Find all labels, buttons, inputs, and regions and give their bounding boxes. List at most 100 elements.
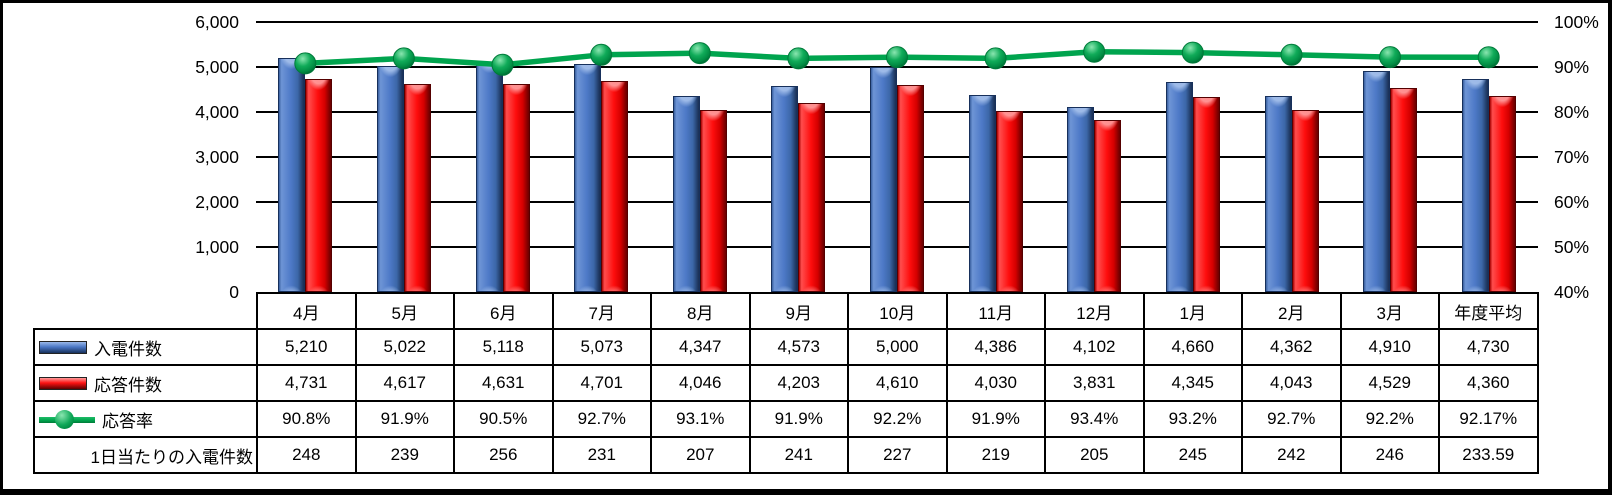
answer-rate-marker-1月 [1181,41,1204,64]
month-header-3月: 3月 [1339,292,1440,330]
answer-rate-marker-年度平均 [1477,46,1500,69]
cell-応答件数-5月: 4,617 [354,364,455,402]
month-header-2月: 2月 [1241,292,1342,330]
right-axis-tick-60%: 60% [1554,192,1590,212]
cell-応答率-11月: 91.9% [945,400,1046,438]
month-header-11月: 11月 [945,292,1046,330]
answer-rate-marker-6月 [491,53,514,76]
bar-incoming-9月 [771,86,799,292]
table-row: 入電件数 5,210 5,022 5,118 5,073 4,347 4,573 5,000 4… [33,328,1539,366]
cell-応答件数-10月: 4,610 [847,364,948,402]
left-axis-tick-6,000: 6,000 [195,12,239,32]
cell-応答件数-2月: 4,043 [1241,364,1342,402]
right-axis-tick-40%: 40% [1554,282,1590,302]
answer-rate-marker-3月 [1379,46,1402,69]
cell-応答率-7月: 92.7% [551,400,652,438]
table-corner-empty [34,293,258,330]
series-label: 1日当たりの入電件数 [33,436,258,474]
bar-incoming-3月 [1363,71,1391,292]
cell-応答率-3月: 92.2% [1339,400,1440,438]
cell-応答件数-年度平均: 4,360 [1438,364,1539,402]
answer-rate-marker-8月 [688,42,711,65]
bar-answered-5月 [403,84,431,292]
month-header-7月: 7月 [551,292,652,330]
cell-応答率-8月: 93.1% [650,400,751,438]
cell-応答率-12月: 93.4% [1044,400,1145,438]
left-axis-tick-2,000: 2,000 [195,192,239,212]
month-header-8月: 8月 [650,292,751,330]
cell-1日当たりの入電件数-7月: 231 [551,436,652,474]
right-axis-tick-50%: 50% [1554,237,1590,257]
bar-answered-10月 [897,84,924,292]
series-label: 入電件数 [94,339,162,359]
cell-応答件数-7月: 4,701 [551,364,652,402]
legend-swatch-rate-line [39,409,95,429]
line-marker-dot [55,409,74,429]
cell-1日当たりの入電件数-11月: 219 [945,436,1046,474]
left-axis-tick-5,000: 5,000 [195,57,239,77]
cell-応答率-4月: 90.8% [256,400,357,438]
cell-応答件数-6月: 4,631 [453,364,554,402]
answer-rate-marker-4月 [294,52,317,75]
cell-応答率-年度平均: 92.17% [1438,400,1539,438]
cell-入電件数-年度平均: 4,730 [1438,328,1539,366]
cell-応答件数-8月: 4,046 [650,364,751,402]
month-header-4月: 4月 [256,292,357,330]
cell-1日当たりの入電件数-8月: 207 [650,436,751,474]
bar-answered-9月 [798,102,826,292]
cell-1日当たりの入電件数-12月: 205 [1044,436,1145,474]
cell-1日当たりの入電件数-10月: 227 [847,436,948,474]
bar-incoming-11月 [968,94,996,292]
bar-answered-年度平均 [1488,95,1516,292]
table-header-row: 4月 5月 6月 7月 8月 9月 10月 11月 12月 1月 2月 3月 年度平均 [34,292,1539,330]
cell-入電件数-11月: 4,386 [945,328,1046,366]
month-header-9月: 9月 [748,292,849,330]
cell-入電件数-9月: 4,573 [748,328,849,366]
gridline [256,21,1538,23]
bar-incoming-2月 [1264,95,1292,292]
bar-incoming-年度平均 [1461,79,1489,292]
data-table: 4月 5月 6月 7月 8月 9月 10月 11月 12月 1月 2月 3月 年度平均入電件数 5,210… [33,292,1539,474]
cell-応答率-5月: 91.9% [354,400,455,438]
cell-1日当たりの入電件数-3月: 246 [1339,436,1440,474]
answer-rate-marker-12月 [1083,40,1106,63]
bar-answered-3月 [1390,88,1418,292]
right-axis-tick-90%: 90% [1554,57,1590,77]
answer-rate-marker-2月 [1280,43,1303,66]
cell-入電件数-2月: 4,362 [1241,328,1342,366]
month-header-5月: 5月 [354,292,455,330]
bar-answered-2月 [1291,110,1319,292]
month-header-10月: 10月 [847,292,948,330]
bar-answered-7月 [601,80,629,292]
bar-answered-4月 [305,79,333,292]
bar-incoming-4月 [278,57,306,292]
series-label: 応答件数 [94,375,162,395]
cell-応答率-1月: 93.2% [1142,400,1243,438]
left-axis-tick-3,000: 3,000 [195,147,239,167]
cell-1日当たりの入電件数-1月: 245 [1142,436,1243,474]
bar-incoming-5月 [376,66,404,292]
cell-応答率-2月: 92.7% [1241,400,1342,438]
cell-応答率-6月: 90.5% [453,400,554,438]
cell-入電件数-1月: 4,660 [1142,328,1243,366]
cell-入電件数-4月: 5,210 [256,328,357,366]
cell-1日当たりの入電件数-4月: 248 [256,436,357,474]
left-axis-tick-0: 0 [229,282,239,302]
left-axis-tick-4,000: 4,000 [195,102,239,122]
cell-応答件数-4月: 4,731 [256,364,357,402]
bar-answered-11月 [995,110,1023,292]
cell-入電件数-7月: 5,073 [551,328,652,366]
legend-swatch-answered-bar [39,376,87,390]
answer-rate-marker-11月 [984,47,1007,70]
bar-incoming-6月 [475,61,503,292]
month-header-年度平均: 年度平均 [1438,292,1539,330]
answer-rate-marker-7月 [590,43,613,66]
cell-1日当たりの入電件数-5月: 239 [354,436,455,474]
cell-1日当たりの入電件数-9月: 241 [748,436,849,474]
cell-入電件数-8月: 4,347 [650,328,751,366]
bar-incoming-1月 [1165,82,1193,292]
cell-入電件数-10月: 5,000 [847,328,948,366]
cell-応答率-9月: 91.9% [748,400,849,438]
table-row: 応答件数 4,731 4,617 4,631 4,701 4,046 4,203 4,610 4… [33,364,1539,402]
